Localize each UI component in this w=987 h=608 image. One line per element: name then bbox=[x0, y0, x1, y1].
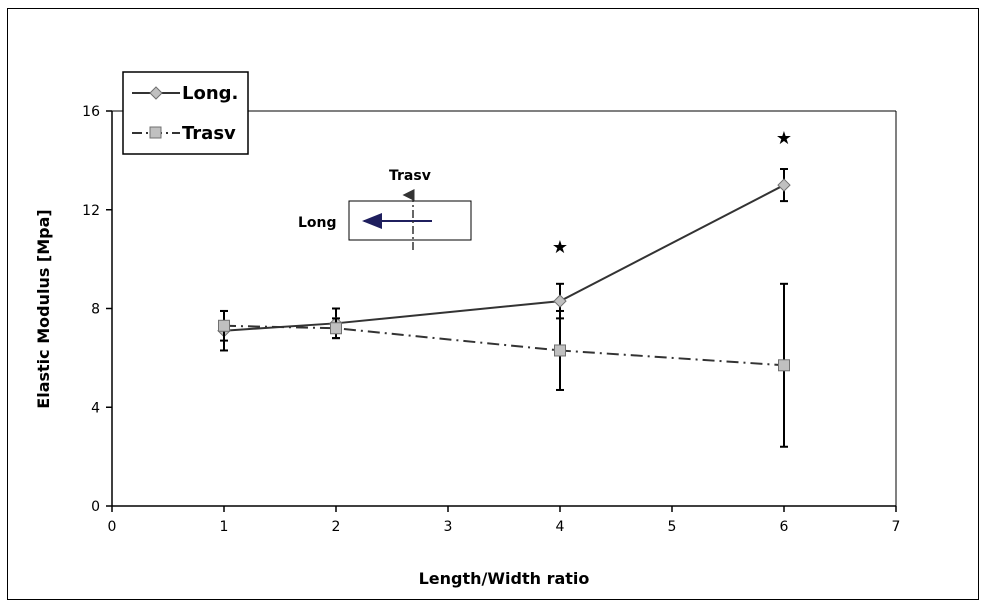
x-tick-label: 6 bbox=[780, 519, 789, 535]
legend-label-long: Long. bbox=[182, 83, 238, 104]
x-tick-label: 0 bbox=[108, 519, 117, 535]
y-tick-label: 8 bbox=[91, 302, 100, 318]
x-tick-label: 5 bbox=[668, 519, 677, 535]
orientation-inset: Long Trasv bbox=[298, 168, 472, 250]
series-line-trasv bbox=[223, 324, 785, 367]
x-tick-label: 1 bbox=[220, 519, 229, 535]
inset-trasv-label: Trasv bbox=[389, 168, 431, 184]
legend-marker-long bbox=[149, 86, 163, 100]
y-tick-label: 4 bbox=[91, 400, 100, 416]
data-point-long bbox=[553, 294, 567, 308]
significance-layer: ★★ bbox=[552, 128, 792, 258]
data-point-long bbox=[777, 178, 791, 192]
data-point-trasv bbox=[218, 319, 230, 332]
data-point-trasv bbox=[330, 322, 342, 335]
legend: Long. Trasv bbox=[122, 71, 249, 155]
series-layer bbox=[217, 168, 791, 448]
y-tick-group: 0 4 8 12 16 bbox=[82, 104, 112, 515]
x-tick-label: 4 bbox=[556, 519, 565, 535]
data-point-trasv bbox=[554, 344, 566, 357]
legend-label-trasv: Trasv bbox=[182, 123, 236, 144]
legend-box bbox=[122, 71, 249, 155]
significance-star: ★ bbox=[776, 128, 792, 149]
x-tick-label: 2 bbox=[332, 519, 341, 535]
y-axis-title: Elastic Modulus [Mpa] bbox=[34, 209, 53, 408]
x-tick-label: 7 bbox=[892, 519, 901, 535]
significance-star: ★ bbox=[552, 237, 568, 258]
y-tick-label: 0 bbox=[91, 499, 100, 515]
inset-long-label: Long bbox=[298, 215, 337, 231]
series-line-long bbox=[223, 184, 785, 332]
x-axis-title: Length/Width ratio bbox=[419, 569, 590, 588]
y-tick-label: 16 bbox=[82, 104, 100, 120]
legend-marker-trasv bbox=[149, 126, 162, 139]
x-tick-label: 3 bbox=[444, 519, 453, 535]
x-tick-group: 0 1 2 3 4 5 6 7 bbox=[108, 506, 901, 535]
y-tick-label: 12 bbox=[82, 203, 100, 219]
data-point-trasv bbox=[778, 359, 790, 372]
